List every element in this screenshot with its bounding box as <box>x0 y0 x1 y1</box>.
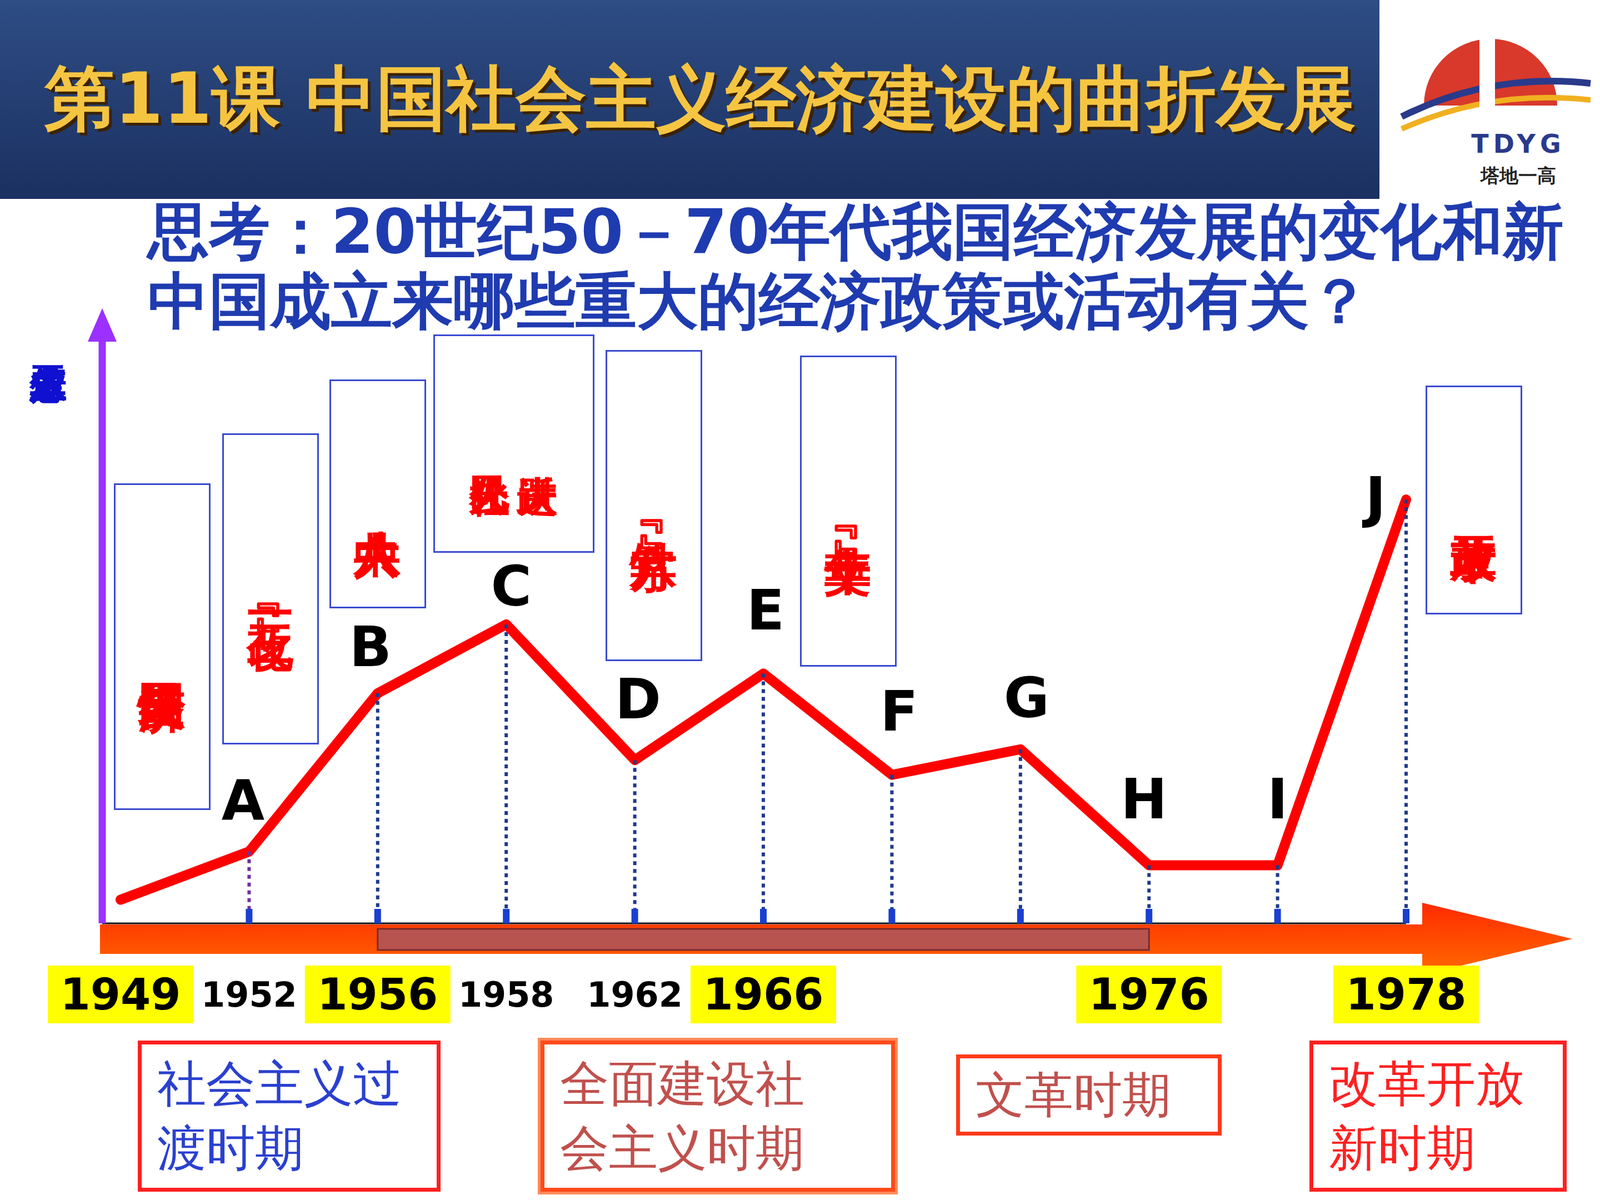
svg-text:TDYG: TDYG <box>1471 128 1565 159</box>
svg-text:1956: 1956 <box>317 969 438 1020</box>
svg-text:B: B <box>349 614 392 680</box>
html-text:『一化三改』: 『一化三改』 <box>243 588 298 589</box>
html-text:人民公社化: 人民公社化 <box>466 443 514 444</box>
svg-text:E: E <box>746 577 785 643</box>
svg-text:F: F <box>880 678 918 744</box>
svg-text:塔地一高: 塔地一高 <box>1479 164 1557 187</box>
html-text:改革开放: 改革开放 <box>1328 1055 1525 1113</box>
html-text:思考：20世纪50－70年代我国经济发展的变化和新: 思考：20世纪50－70年代我国经济发展的变化和新 <box>147 196 1564 268</box>
html-text:会主义时期: 会主义时期 <box>560 1119 805 1177</box>
svg-text:A: A <box>221 767 265 833</box>
html-text:『十年文革』: 『十年文革』 <box>821 511 876 512</box>
html-text:『八字方针』: 『八字方针』 <box>626 505 682 506</box>
svg-text:H: H <box>1120 766 1168 832</box>
svg-text:I: I <box>1267 766 1288 832</box>
html-text:国民经济恢复: 国民经济恢复 <box>135 646 190 647</box>
svg-text:1949: 1949 <box>60 969 181 1020</box>
html-text:文革时期: 文革时期 <box>975 1066 1172 1124</box>
html-text:新时期: 新时期 <box>1328 1119 1476 1177</box>
html-text:工农业生产总值: 工农业生产总值 <box>27 336 70 337</box>
svg-text:C: C <box>491 553 532 619</box>
svg-text:1962: 1962 <box>586 974 683 1015</box>
html-text:大跃进: 大跃进 <box>514 443 562 444</box>
svg-text:1978: 1978 <box>1345 969 1467 1020</box>
svg-text:1976: 1976 <box>1088 969 1210 1020</box>
svg-text:J: J <box>1361 465 1386 530</box>
svg-text:1952: 1952 <box>201 974 298 1015</box>
svg-text:1966: 1966 <box>702 969 824 1020</box>
html-text:渡时期: 渡时期 <box>157 1119 304 1177</box>
svg-text:D: D <box>615 666 662 732</box>
html-text:中共八大: 中共八大 <box>350 493 405 494</box>
svg-text:G: G <box>1003 665 1050 731</box>
html-text:全面建设社: 全面建设社 <box>560 1055 805 1113</box>
html-text:社会主义过: 社会主义过 <box>157 1055 402 1113</box>
html-text:中国成立来哪些重大的经济政策或活动有关？: 中国成立来哪些重大的经济政策或活动有关？ <box>147 265 1370 337</box>
svg-text:1958: 1958 <box>458 974 555 1015</box>
html-text:第11课 中国社会主义经济建设的曲折发展: 第11课 中国社会主义经济建设的曲折发展 <box>44 57 1357 140</box>
